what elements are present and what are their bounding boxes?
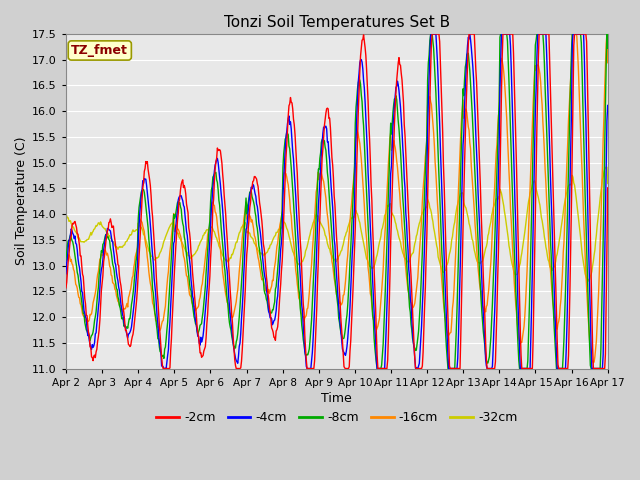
Y-axis label: Soil Temperature (C): Soil Temperature (C): [15, 137, 28, 265]
Title: Tonzi Soil Temperatures Set B: Tonzi Soil Temperatures Set B: [224, 15, 450, 30]
Legend: -2cm, -4cm, -8cm, -16cm, -32cm: -2cm, -4cm, -8cm, -16cm, -32cm: [152, 406, 522, 429]
Text: TZ_fmet: TZ_fmet: [72, 44, 128, 57]
X-axis label: Time: Time: [321, 392, 352, 405]
